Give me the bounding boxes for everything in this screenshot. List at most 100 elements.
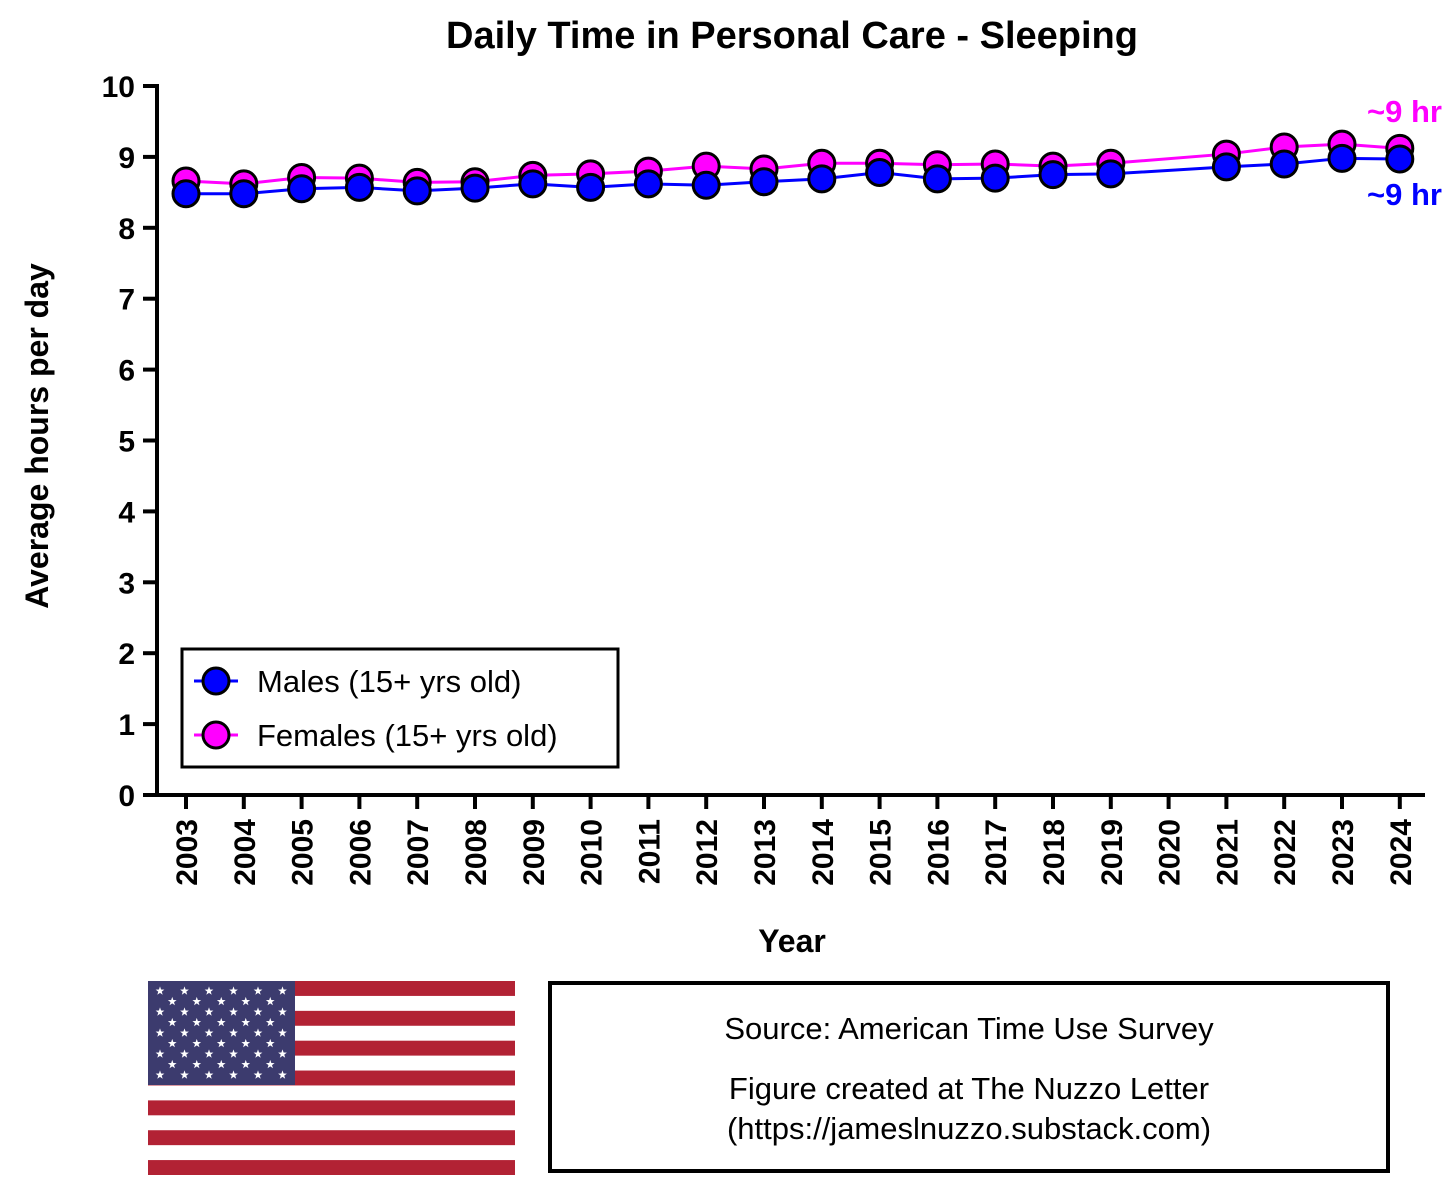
flag-star (204, 1070, 214, 1079)
flag-star (265, 1017, 275, 1027)
flag-star (229, 986, 238, 995)
x-tick-label: 2005 (287, 819, 320, 886)
credit-url: (https://jameslnuzzo.substack.com) (726, 1111, 1212, 1146)
flag-star (155, 1007, 165, 1016)
flag-star (241, 1059, 251, 1069)
data-point-males (229, 179, 259, 209)
sleep-line-chart: Daily Time in Personal Care - Sleeping A… (19, 15, 1442, 959)
flag-star (204, 986, 214, 995)
x-tick-label: 2019 (1096, 819, 1129, 886)
flag-star (192, 1059, 202, 1069)
flag-star (180, 1049, 189, 1058)
x-tick-label: 2010 (576, 819, 609, 886)
flag-star (192, 1038, 202, 1048)
x-tick-label: 2013 (749, 819, 782, 886)
y-tick-label: 3 (118, 567, 135, 600)
data-point-males (518, 169, 548, 199)
flag-star (155, 1049, 165, 1058)
x-tick-label: 2003 (171, 819, 204, 886)
source-line: Source: American Time Use Survey (724, 1011, 1214, 1046)
data-point-males (460, 173, 490, 203)
data-point-males (344, 172, 374, 202)
series-layer (171, 129, 1415, 209)
y-tick-label: 5 (118, 426, 135, 459)
flag-stripe (148, 1085, 515, 1101)
flag-star (253, 986, 263, 995)
flag-star (278, 1007, 287, 1016)
flag-star (229, 1070, 238, 1079)
x-tick-label: 2018 (1038, 819, 1071, 886)
flag-star (216, 1017, 226, 1027)
data-point-males (807, 164, 837, 194)
x-tick-label: 2014 (807, 819, 840, 886)
flag-stripe (148, 1145, 515, 1161)
flag-star (167, 1059, 177, 1069)
x-axis-label: Year (758, 923, 826, 959)
x-tick-label: 2020 (1154, 819, 1187, 886)
flag-star (204, 1049, 214, 1058)
flag-star (253, 1070, 263, 1079)
y-tick-label: 4 (118, 496, 135, 529)
y-tick-label: 0 (118, 780, 135, 813)
chart-title: Daily Time in Personal Care - Sleeping (446, 15, 1138, 57)
y-tick-label: 9 (118, 142, 135, 175)
y-tick-label: 8 (118, 213, 135, 246)
data-point-males (1211, 152, 1241, 182)
flag-star (265, 1059, 275, 1069)
x-tick-label: 2006 (344, 819, 377, 886)
flag-star (278, 1028, 287, 1037)
x-tick-label: 2008 (460, 819, 493, 886)
data-point-males (633, 169, 663, 199)
flag-star (155, 1070, 165, 1079)
flag-star (167, 1038, 177, 1048)
flag-star (241, 1038, 251, 1048)
x-tick-label: 2009 (518, 819, 551, 886)
flag-star (216, 996, 226, 1006)
flag-star (241, 996, 251, 1006)
y-tick-label: 2 (118, 638, 135, 671)
x-tick-label: 2024 (1385, 819, 1418, 886)
flag-star (192, 996, 202, 1006)
flag-stripe (148, 1130, 515, 1146)
x-tick-label: 2007 (402, 819, 435, 886)
flag-star (180, 1028, 189, 1037)
flag-star (180, 1070, 189, 1079)
x-tick-label: 2022 (1269, 819, 1302, 886)
legend-marker-males (201, 666, 231, 696)
flag-star (155, 1028, 165, 1037)
y-axis-label: Average hours per day (19, 263, 55, 609)
flag-star (167, 996, 177, 1006)
data-point-males (922, 164, 952, 194)
x-tick-label: 2021 (1211, 819, 1244, 886)
data-point-males (1038, 160, 1068, 190)
y-tick-label: 7 (118, 284, 135, 317)
flag-star (155, 986, 165, 995)
end-labels: ~9 hr ~9 hr (1367, 94, 1442, 212)
source-box: Source: American Time Use Survey Figure … (548, 981, 1390, 1173)
data-point-males (1327, 143, 1357, 173)
data-point-males (402, 176, 432, 206)
data-point-males (691, 170, 721, 200)
x-tick-label: 2023 (1327, 819, 1360, 886)
legend-marker-females (201, 720, 231, 750)
x-tick-label: 2017 (980, 819, 1013, 886)
flag-star (204, 1028, 214, 1037)
data-point-males (171, 179, 201, 209)
flag-stripe (148, 1100, 515, 1116)
flag-star (253, 1049, 263, 1058)
legend-label-females: Females (15+ yrs old) (257, 718, 558, 753)
data-point-males (287, 174, 317, 204)
data-point-males (980, 163, 1010, 193)
flag-star (216, 1059, 226, 1069)
data-point-males (749, 167, 779, 197)
flag-star (180, 1007, 189, 1016)
flag-star (167, 1017, 177, 1027)
flag-star (253, 1028, 263, 1037)
flag-star (278, 1049, 287, 1058)
flag-canton (148, 981, 295, 1085)
y-tick-label: 10 (102, 71, 135, 104)
x-tick-label: 2012 (691, 819, 724, 886)
data-point-males (1385, 144, 1415, 174)
credit-line: Figure created at The Nuzzo Letter (728, 1071, 1210, 1106)
flag-star (278, 986, 287, 995)
